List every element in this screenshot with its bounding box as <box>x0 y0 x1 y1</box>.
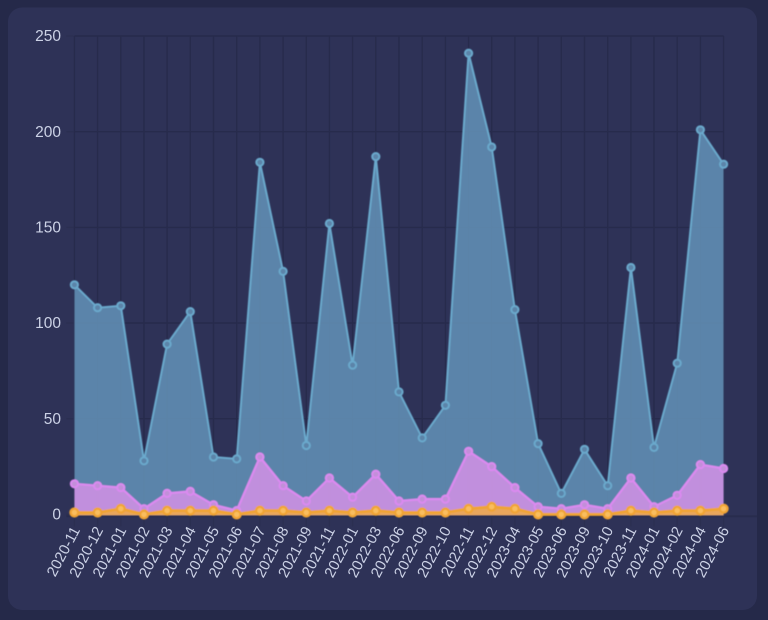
svg-text:200: 200 <box>35 124 61 141</box>
svg-text:250: 250 <box>35 28 61 45</box>
svg-text:150: 150 <box>35 220 61 237</box>
svg-text:100: 100 <box>35 315 61 332</box>
svg-text:0: 0 <box>52 507 61 524</box>
svg-text:50: 50 <box>44 411 62 428</box>
